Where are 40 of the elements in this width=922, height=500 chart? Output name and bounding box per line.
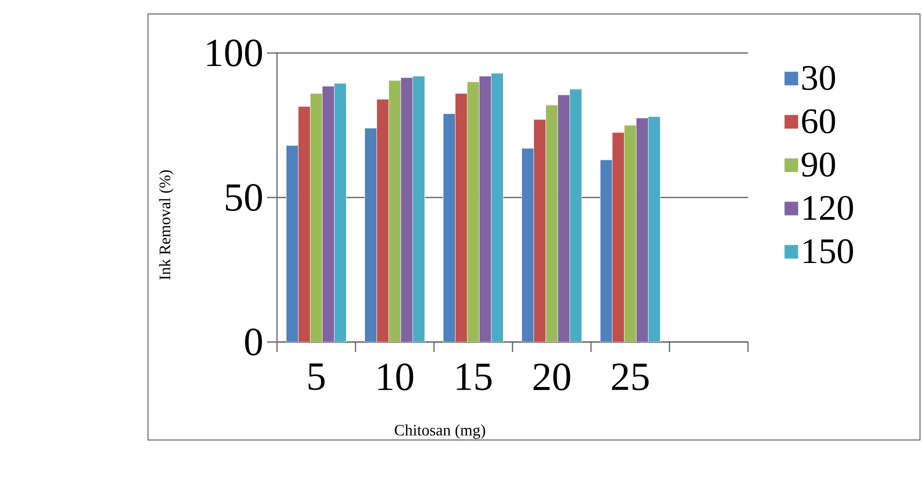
bar — [376, 99, 389, 342]
bar — [310, 93, 322, 342]
legend-label: 120 — [804, 196, 853, 220]
y-tick-label: 50 — [226, 184, 262, 211]
x-tick-label: 10 — [378, 364, 414, 390]
bar — [298, 106, 310, 342]
bar — [467, 82, 480, 342]
x-axis-title: Chitosan (mg) — [394, 424, 486, 439]
y-tick-label: 100 — [207, 40, 262, 66]
bar — [558, 94, 570, 342]
bar — [600, 160, 612, 342]
bar — [491, 73, 504, 342]
bar — [570, 88, 582, 342]
legend-label: 30 — [802, 66, 836, 90]
bar — [412, 76, 425, 342]
bar — [455, 93, 468, 342]
bar — [612, 132, 624, 342]
x-tick-label: 5 — [308, 364, 325, 390]
x-tick-label: 25 — [612, 364, 649, 390]
x-tick-label: 15 — [456, 364, 492, 390]
bar — [286, 145, 298, 342]
bar — [648, 116, 660, 342]
bar — [624, 125, 636, 342]
bar — [364, 128, 377, 342]
bar — [534, 119, 546, 342]
bar — [479, 76, 492, 342]
legend-label: 150 — [804, 239, 853, 264]
y-tick-label: 0 — [245, 328, 262, 356]
bar — [636, 118, 648, 342]
legend-label: 60 — [802, 109, 836, 134]
bar — [400, 77, 413, 342]
bar — [443, 113, 456, 342]
bar — [388, 80, 401, 342]
x-tick-label: 20 — [534, 364, 570, 390]
bar — [322, 86, 334, 342]
bar — [522, 148, 534, 342]
legend-label: 90 — [802, 152, 836, 177]
bar — [334, 83, 346, 342]
bar — [546, 104, 558, 342]
y-axis-title: Ink Removal (%) — [159, 170, 174, 280]
